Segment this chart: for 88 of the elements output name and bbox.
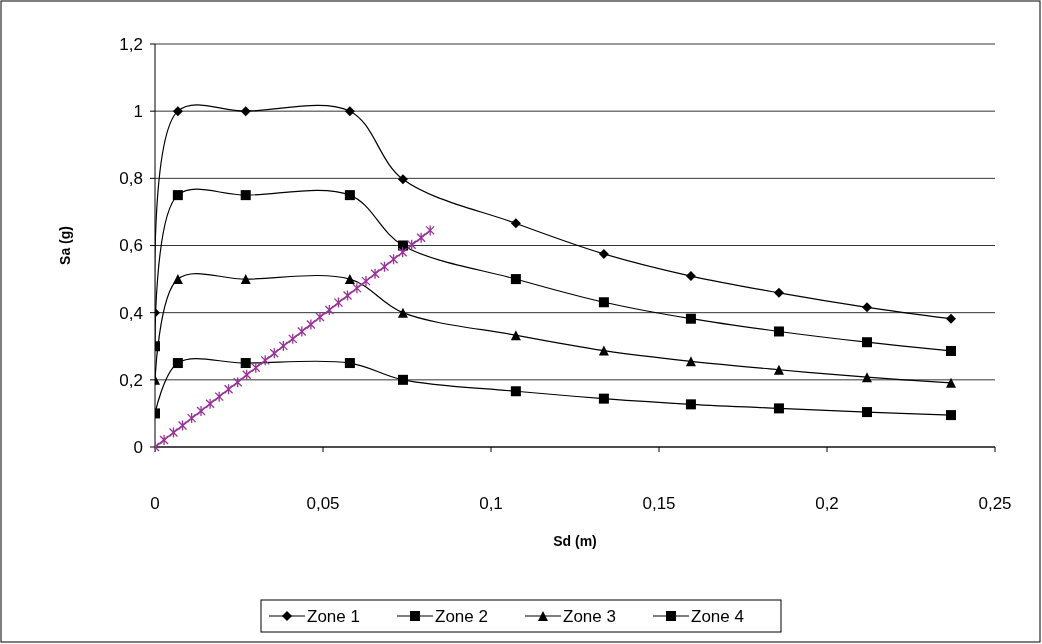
point — [172, 358, 183, 369]
x-tick-label: 0,15 — [642, 494, 676, 513]
point — [306, 318, 316, 331]
point — [251, 362, 261, 374]
point — [344, 106, 355, 117]
legend-label: Zone 4 — [691, 606, 744, 626]
legend-label: Zone 2 — [435, 606, 488, 626]
point — [773, 326, 784, 337]
point — [352, 282, 362, 294]
point — [945, 410, 956, 421]
point — [685, 356, 696, 367]
point — [344, 190, 355, 201]
point — [773, 403, 784, 414]
point — [773, 287, 784, 298]
legend-label: Zone 1 — [307, 606, 360, 626]
point — [297, 325, 307, 338]
point — [685, 313, 696, 324]
x-tick-label: 0,05 — [306, 494, 340, 513]
y-tick-label: 0,8 — [119, 169, 143, 189]
point — [407, 239, 417, 251]
y-tick-label: 0,4 — [119, 303, 143, 323]
point — [425, 224, 435, 237]
point — [168, 426, 179, 439]
point — [240, 106, 251, 117]
point — [233, 376, 243, 388]
point — [397, 174, 408, 185]
point — [510, 386, 521, 397]
point — [344, 358, 355, 369]
point — [861, 337, 872, 348]
x-tick-label: 0,25 — [978, 494, 1012, 513]
point — [172, 274, 183, 285]
legend-label: Zone 3 — [563, 606, 616, 626]
point — [397, 374, 408, 385]
point — [278, 340, 288, 352]
point — [945, 377, 956, 388]
point — [685, 399, 696, 410]
point — [260, 354, 270, 366]
point — [242, 369, 252, 381]
point — [205, 398, 215, 410]
y-tick-label: 1,2 — [119, 34, 143, 54]
point — [269, 347, 279, 359]
y-tick-label: 1 — [133, 102, 143, 122]
y-tick-label: 0 — [133, 437, 143, 457]
y-axis-title: Sa (g) — [57, 226, 73, 265]
point — [397, 307, 408, 318]
point — [945, 345, 956, 356]
point — [379, 261, 390, 273]
point — [397, 246, 408, 258]
x-tick-label: 0,1 — [479, 494, 503, 513]
x-tick-label: 0,2 — [815, 494, 839, 513]
point — [598, 297, 609, 308]
point — [288, 333, 298, 345]
y-tick-label: 0,2 — [119, 370, 143, 390]
point — [186, 412, 197, 424]
point — [240, 190, 251, 201]
point — [945, 313, 956, 324]
point — [214, 390, 224, 403]
point — [172, 106, 183, 117]
point — [510, 274, 521, 285]
point — [196, 405, 206, 417]
point — [342, 289, 353, 302]
point — [333, 296, 344, 309]
point — [388, 253, 399, 265]
point — [510, 218, 521, 229]
point — [773, 364, 784, 375]
point — [416, 232, 426, 244]
point — [685, 271, 696, 282]
point — [324, 304, 335, 316]
point — [598, 393, 609, 404]
point — [598, 345, 609, 356]
point — [240, 358, 251, 369]
point — [598, 248, 609, 259]
point — [240, 274, 251, 285]
point — [223, 383, 234, 395]
point — [861, 407, 872, 418]
point — [172, 190, 183, 201]
point — [361, 275, 371, 287]
point — [510, 330, 521, 341]
point — [861, 302, 872, 313]
point — [370, 268, 380, 280]
point — [315, 311, 325, 323]
point — [344, 274, 355, 285]
x-axis-title: Sd (m) — [553, 533, 597, 549]
y-tick-label: 0,6 — [119, 236, 143, 256]
point — [861, 372, 872, 383]
point — [177, 419, 188, 432]
point — [159, 434, 169, 446]
x-tick-label: 0 — [150, 494, 160, 513]
